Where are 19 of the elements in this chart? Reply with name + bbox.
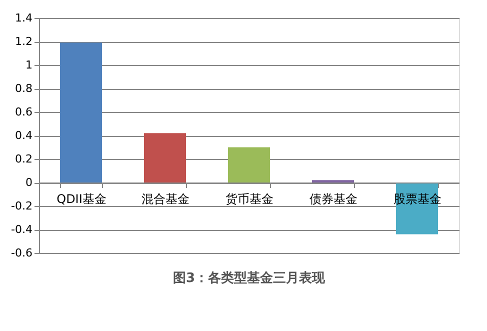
caption: 图3：各类型基金三月表现: [172, 271, 326, 286]
bar: [144, 133, 186, 182]
y-tick-label: 0: [26, 176, 32, 189]
x-tick-label: 债券基金: [310, 192, 358, 206]
y-tick-label: 1.4: [15, 12, 32, 24]
y-tick-label: -0.6: [11, 246, 32, 260]
y-tick-label: -0.2: [11, 200, 32, 212]
y-tick-label: 0.2: [15, 152, 32, 166]
y-tick-label: 1: [26, 58, 32, 72]
x-tick-label: QDII基金: [56, 192, 106, 206]
y-tick-label: 0.6: [15, 106, 32, 118]
bar: [60, 42, 102, 182]
y-tick-label: 0.8: [15, 82, 32, 95]
y-tick-label: 1.2: [15, 35, 32, 48]
y-tick-label: 0.4: [15, 129, 32, 142]
x-tick-label: 混合基金: [142, 192, 190, 206]
y-tick-label: -0.4: [11, 223, 32, 236]
bar: [228, 147, 270, 182]
x-tick-label: 货币基金: [226, 192, 274, 206]
